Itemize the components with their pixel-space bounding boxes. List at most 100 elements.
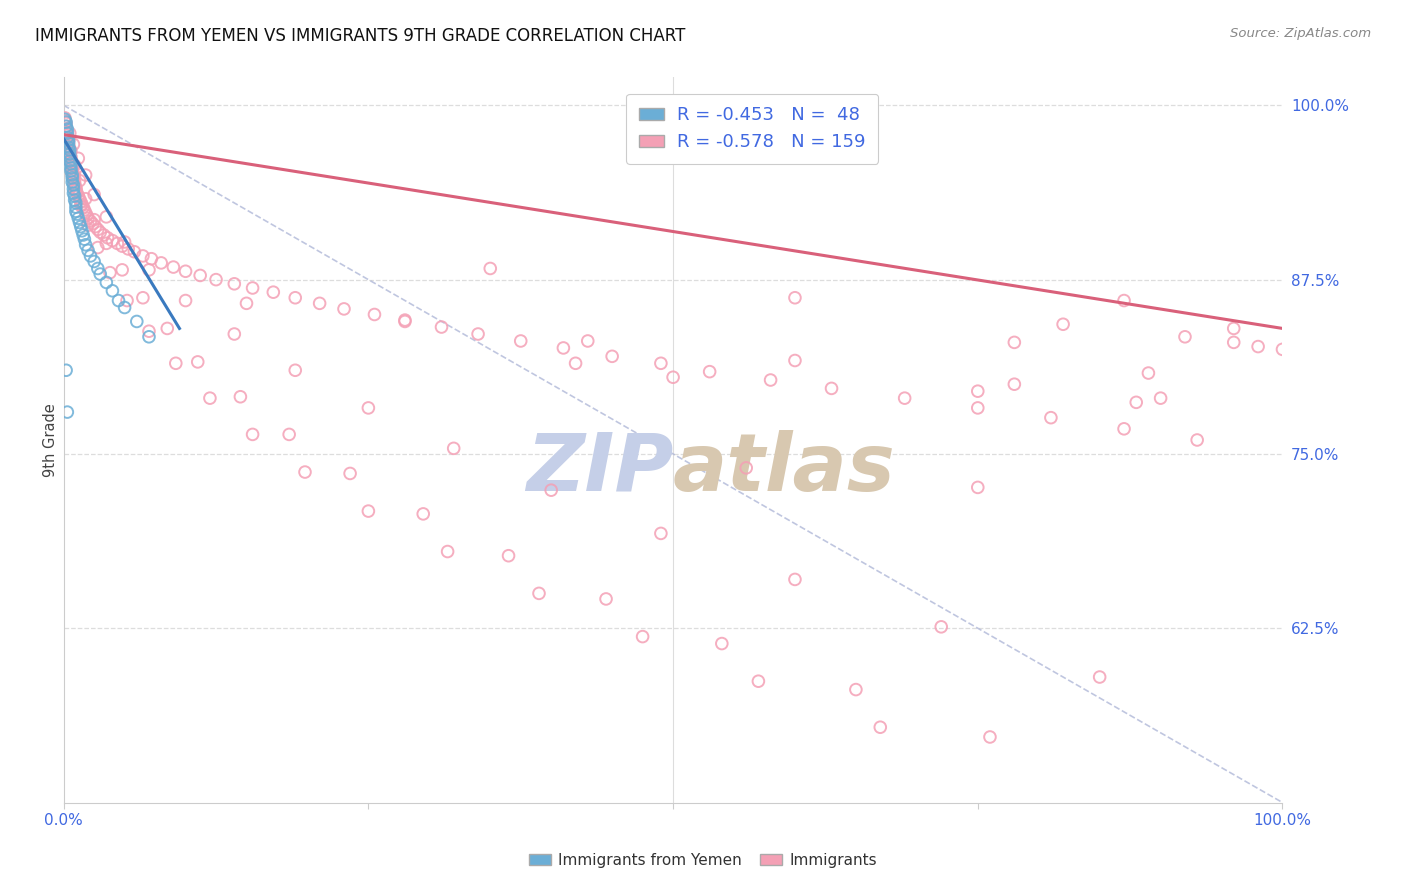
Point [83,212,105,227]
Point [75,237,97,252]
Y-axis label: 9th Grade: 9th Grade [44,403,58,477]
Point [69,173,91,187]
Point [60,164,83,178]
Point [76,209,98,223]
Point [98,266,121,280]
Point [59,142,82,156]
Point [63,158,86,172]
Point [96,276,118,290]
Text: IMMIGRANTS FROM YEMEN VS IMMIGRANTS 9TH GRADE CORRELATION CHART: IMMIGRANTS FROM YEMEN VS IMMIGRANTS 9TH … [35,27,686,45]
Point [132,249,155,263]
Point [53,112,76,127]
Point [96,210,118,224]
Point [59,147,82,161]
Point [58,133,80,147]
Point [1271,343,1294,357]
Point [60,167,83,181]
Point [55,115,77,129]
Point [553,341,575,355]
Point [58,138,80,153]
Point [60,161,83,175]
Point [56,130,79,145]
Point [224,326,246,341]
Point [783,353,806,368]
Point [59,154,82,169]
Point [699,365,721,379]
Point [1002,335,1025,350]
Point [65,180,87,194]
Point [162,260,184,274]
Point [67,189,90,203]
Point [662,370,685,384]
Point [67,211,90,226]
Point [75,192,97,206]
Point [966,401,988,415]
Point [759,373,782,387]
Point [540,483,562,498]
Point [65,182,87,196]
Point [262,285,284,300]
Point [69,219,91,234]
Point [69,215,91,229]
Point [509,334,531,348]
Point [67,151,90,165]
Point [69,199,91,213]
Point [1174,330,1197,344]
Point [187,355,209,369]
Point [55,116,77,130]
Point [56,125,79,139]
Point [783,573,806,587]
Point [77,244,100,258]
Point [53,111,76,125]
Point [430,320,453,334]
Point [70,197,93,211]
Point [929,620,952,634]
Point [55,363,77,377]
Point [235,296,257,310]
Point [1149,391,1171,405]
Point [60,158,83,172]
Point [1088,670,1111,684]
Point [124,244,146,259]
Point [56,130,79,145]
Point [89,267,111,281]
Point [62,182,84,196]
Point [1112,422,1135,436]
Point [56,143,79,157]
Point [87,261,110,276]
Point [188,268,211,283]
Point [70,224,93,238]
Point [59,143,82,157]
Point [820,381,842,395]
Point [56,122,79,136]
Point [66,207,89,221]
Point [363,308,385,322]
Point [979,730,1001,744]
Point [1185,433,1208,447]
Point [132,291,155,305]
Point [60,168,83,182]
Legend: Immigrants from Yemen, Immigrants: Immigrants from Yemen, Immigrants [523,847,883,873]
Point [96,236,118,251]
Point [96,231,118,245]
Point [1039,410,1062,425]
Point [58,133,80,147]
Point [79,249,101,263]
Point [564,356,586,370]
Point [59,145,82,159]
Point [66,186,89,201]
Point [150,256,173,270]
Point [141,252,163,266]
Point [339,467,361,481]
Point [62,186,84,201]
Point [93,227,115,242]
Point [53,113,76,128]
Point [600,349,623,363]
Point [869,720,891,734]
Point [62,169,84,184]
Point [284,363,307,377]
Point [467,326,489,341]
Point [966,480,988,494]
Point [65,183,87,197]
Point [59,147,82,161]
